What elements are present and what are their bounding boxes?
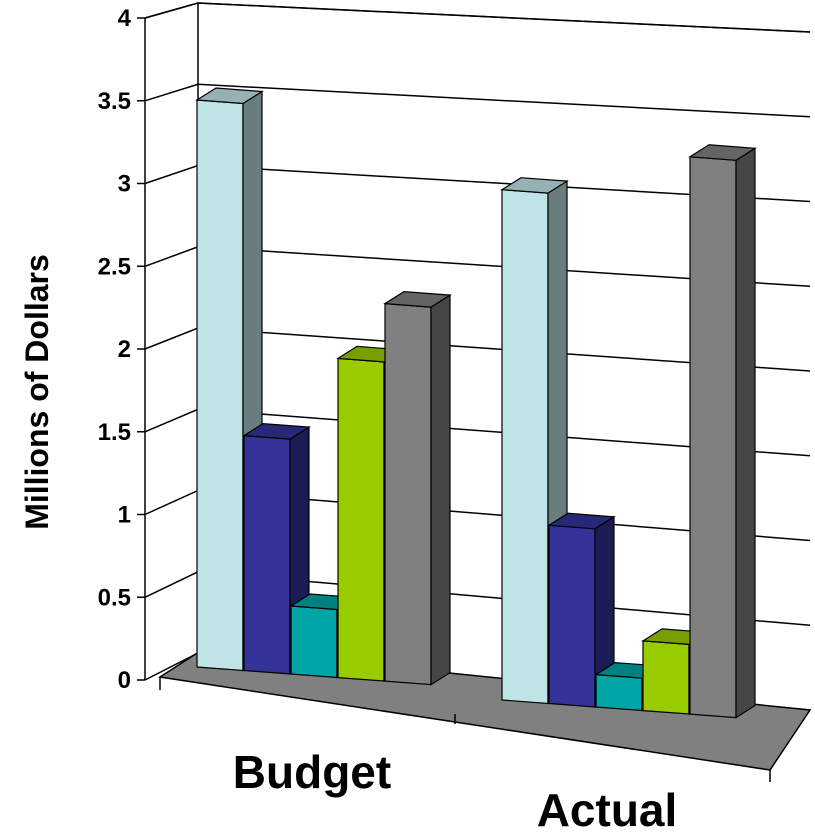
y-tick-label: 1.5	[98, 419, 131, 446]
gridline	[144, 2, 811, 33]
chart-floor	[157, 647, 812, 782]
category-label: Actual	[537, 784, 678, 835]
y-tick-label: 2	[118, 336, 131, 363]
bar	[547, 512, 616, 709]
bar-front	[337, 357, 385, 682]
bar-top	[547, 512, 616, 530]
bar-front	[689, 156, 737, 719]
bar	[383, 290, 452, 686]
bar-top	[195, 87, 264, 105]
gridline	[144, 83, 811, 118]
bar-front	[501, 189, 549, 705]
bar-front	[290, 605, 338, 679]
bar-side	[430, 294, 451, 686]
floor-plane	[157, 647, 812, 771]
bars	[195, 87, 757, 719]
category-label: Budget	[233, 746, 391, 798]
bar-top	[500, 177, 569, 194]
bar	[688, 144, 757, 719]
bar-front	[642, 640, 690, 715]
y-tick-labels: 0 0.5 1 1.5 2 2.5 3 3.5 4	[98, 5, 132, 694]
bar-front	[384, 302, 432, 686]
bar-top	[242, 422, 311, 440]
y-tick-label: 0	[118, 667, 131, 694]
bar-front	[243, 434, 291, 675]
bar-front	[548, 524, 596, 708]
y-tick-label: 1	[118, 502, 131, 529]
bar-front	[595, 673, 643, 712]
bar-top	[688, 144, 757, 161]
y-tick-label: 0.5	[98, 584, 131, 611]
category-labels: Budget Actual	[233, 746, 678, 835]
bar-top	[383, 290, 452, 308]
y-tick-label: 4	[118, 5, 132, 32]
y-tick-label: 2.5	[98, 253, 131, 280]
y-tick-label: 3	[118, 171, 131, 198]
bar-front	[196, 99, 244, 672]
y-tick-label: 3.5	[98, 88, 131, 115]
bar-side	[735, 147, 756, 719]
y-axis-label: Millions of Dollars	[19, 254, 55, 530]
